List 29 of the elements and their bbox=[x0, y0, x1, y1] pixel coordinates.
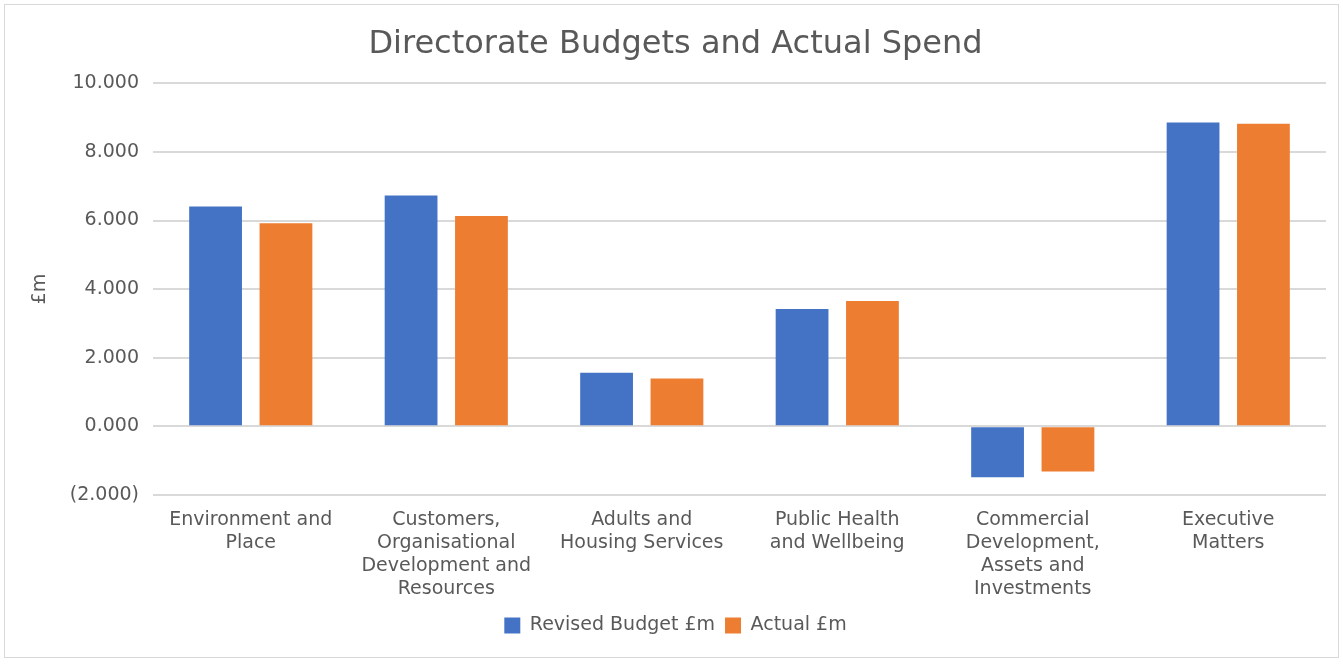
legend-label: Revised Budget £m bbox=[529, 612, 716, 635]
bar bbox=[580, 372, 633, 426]
legend-label: Actual £m bbox=[750, 612, 847, 635]
bar bbox=[775, 308, 829, 426]
y-tick-label: 2.000 bbox=[84, 344, 140, 367]
x-tick-label: Commercial Development, Assets and Investments bbox=[965, 507, 1100, 598]
x-tick-label: Executive Matters bbox=[1181, 507, 1275, 552]
bar bbox=[259, 223, 313, 426]
bar bbox=[1237, 123, 1290, 426]
y-tick-label: (2.000) bbox=[69, 481, 140, 504]
y-axis-title: £m bbox=[27, 273, 50, 305]
y-tick-label: 8.000 bbox=[84, 138, 140, 161]
y-tick-label: 0.000 bbox=[84, 413, 140, 436]
bar bbox=[846, 301, 899, 426]
x-tick-label: Adults and Housing Services bbox=[560, 507, 724, 552]
bar bbox=[1041, 427, 1095, 472]
chart-title: Directorate Budgets and Actual Spend bbox=[368, 22, 983, 61]
bar bbox=[650, 378, 704, 426]
x-tick-label: Customers, Organisational Development and Resources bbox=[361, 507, 532, 598]
bar bbox=[971, 427, 1024, 478]
y-tick-label: 6.000 bbox=[84, 207, 140, 230]
bar bbox=[384, 195, 438, 426]
y-tick-label: 10.000 bbox=[72, 70, 140, 93]
bar bbox=[189, 206, 242, 426]
y-tick-label: 4.000 bbox=[84, 276, 140, 299]
x-tick-label: Environment and Place bbox=[169, 507, 333, 552]
bar bbox=[455, 216, 508, 426]
bar bbox=[1166, 122, 1220, 426]
x-tick-label: Public Health and Wellbeing bbox=[769, 507, 905, 552]
